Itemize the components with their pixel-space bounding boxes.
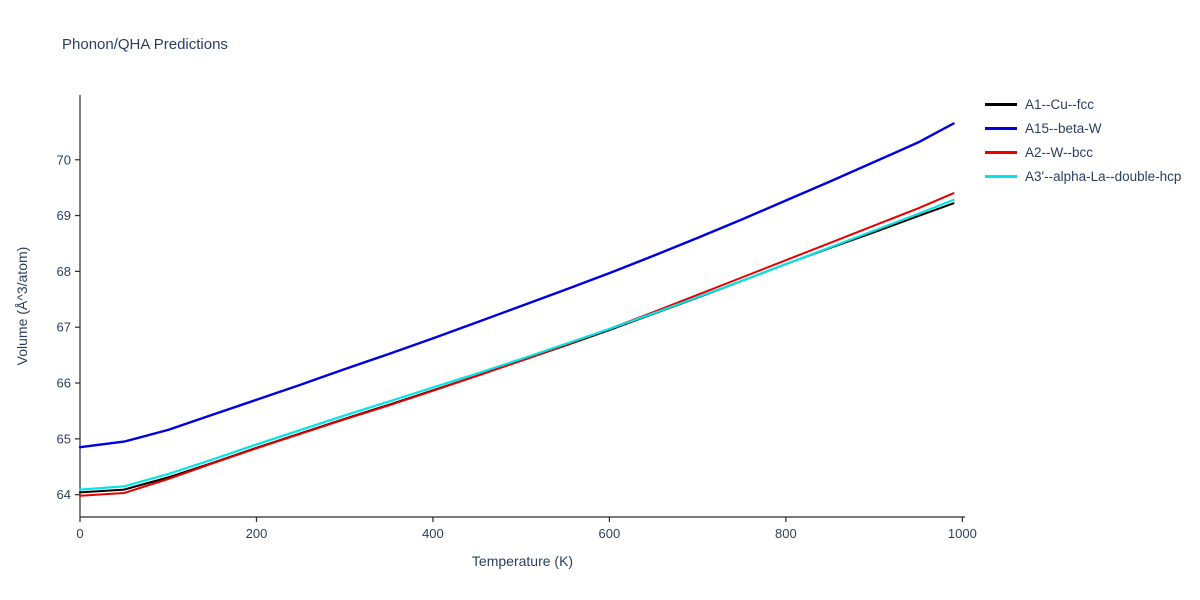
legend-item-A3'--alpha-La--double-hcp[interactable]: A3'--alpha-La--double-hcp <box>985 169 1181 184</box>
legend-item-A15--beta-W[interactable]: A15--beta-W <box>985 121 1181 136</box>
x-tick-label: 400 <box>422 526 444 541</box>
legend-swatch <box>985 175 1017 178</box>
y-tick-label: 68 <box>57 264 71 279</box>
legend-label: A2--W--bcc <box>1025 145 1094 160</box>
legend-item-A1--Cu--fcc[interactable]: A1--Cu--fcc <box>985 97 1181 112</box>
legend-label: A3'--alpha-La--double-hcp <box>1025 169 1182 184</box>
y-tick-label: 64 <box>57 487 71 502</box>
series-line-A3'--alpha-La--double-hcp <box>78 198 955 491</box>
x-tick-label: 600 <box>599 526 621 541</box>
y-tick-label: 70 <box>57 152 71 167</box>
legend-label: A1--Cu--fcc <box>1025 97 1095 112</box>
legend-item-A2--W--bcc[interactable]: A2--W--bcc <box>985 145 1181 160</box>
x-tick-label: 0 <box>76 526 83 541</box>
y-tick-label: 69 <box>57 208 71 223</box>
y-axis-label: Volume (Å^3/atom) <box>14 247 30 366</box>
chart-title: Phonon/QHA Predictions <box>62 36 228 53</box>
x-axis-label: Temperature (K) <box>472 553 573 569</box>
y-tick-label: 65 <box>57 431 71 446</box>
y-tick-label: 67 <box>57 320 71 335</box>
legend-swatch <box>985 127 1017 130</box>
legend-swatch <box>985 151 1017 154</box>
chart-legend: A1--Cu--fcc A15--beta-W A2--W--bcc A3'--alp… <box>985 97 1181 184</box>
series-line-A2--W--bcc <box>79 192 955 497</box>
x-tick-label: 1000 <box>948 526 977 541</box>
legend-swatch <box>985 103 1017 106</box>
x-tick-label: 800 <box>775 526 797 541</box>
y-tick-label: 66 <box>57 376 71 391</box>
series-line-A15--beta-W <box>78 122 955 449</box>
x-tick-label: 200 <box>246 526 268 541</box>
legend-label: A15--beta-W <box>1025 121 1102 136</box>
